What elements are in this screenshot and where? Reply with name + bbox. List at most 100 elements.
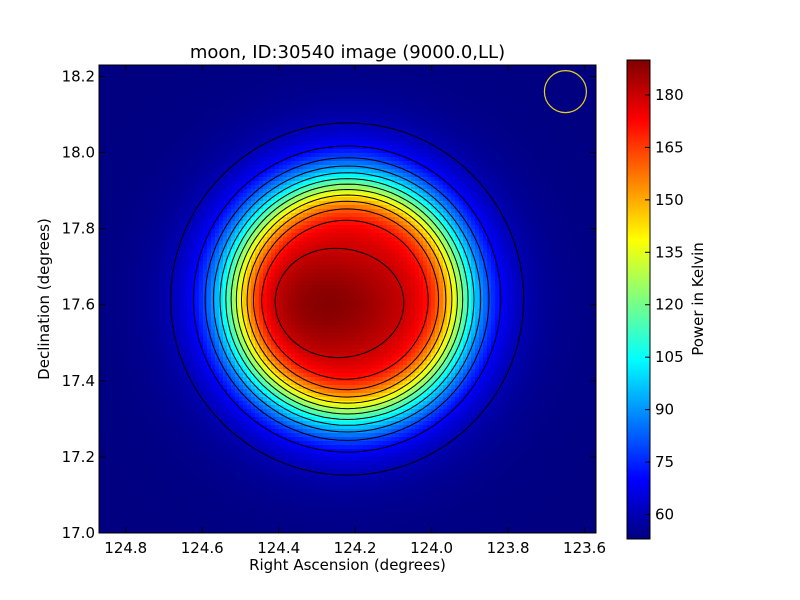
heatmap-cell <box>135 213 140 218</box>
heatmap-cell <box>503 149 508 154</box>
heatmap-cell <box>255 113 260 118</box>
heatmap-cell <box>191 213 196 218</box>
heatmap-cell <box>175 117 180 122</box>
heatmap-cell <box>523 133 528 138</box>
heatmap-cell <box>115 145 120 150</box>
heatmap-cell <box>235 109 240 114</box>
heatmap-cell <box>287 129 292 134</box>
heatmap-cell <box>359 197 364 202</box>
heatmap-cell <box>483 165 488 170</box>
heatmap-cell <box>463 97 468 102</box>
heatmap-cell <box>415 125 420 130</box>
heatmap-cell <box>231 109 236 114</box>
heatmap-cell <box>279 149 284 154</box>
heatmap-cell <box>407 89 412 94</box>
heatmap-cell <box>295 113 300 118</box>
heatmap-cell <box>191 117 196 122</box>
heatmap-cell <box>575 133 580 138</box>
heatmap-cell <box>167 97 172 102</box>
heatmap-cell <box>219 121 224 126</box>
heatmap-cell <box>447 97 452 102</box>
heatmap-cell <box>187 121 192 126</box>
heatmap-cell <box>347 145 352 150</box>
heatmap-cell <box>495 157 500 162</box>
heatmap-cell <box>191 157 196 162</box>
heatmap-cell <box>567 141 572 146</box>
heatmap-cell <box>151 221 156 226</box>
heatmap-cell <box>527 65 532 70</box>
heatmap-cell <box>251 141 256 146</box>
heatmap-cell <box>471 149 476 154</box>
heatmap-cell <box>207 149 212 154</box>
heatmap-cell <box>227 81 232 86</box>
heatmap-cell <box>475 105 480 110</box>
heatmap-cell <box>455 133 460 138</box>
heatmap-cell <box>139 137 144 142</box>
heatmap-cell <box>331 129 336 134</box>
heatmap-cell <box>243 81 248 86</box>
heatmap-cell <box>539 105 544 110</box>
heatmap-cell <box>291 133 296 138</box>
heatmap-cell <box>207 185 212 190</box>
heatmap-cell <box>295 145 300 150</box>
heatmap-cell <box>327 193 332 198</box>
heatmap-cell <box>591 85 596 90</box>
heatmap-cell <box>567 153 572 158</box>
heatmap-cell <box>507 185 512 190</box>
heatmap-cell <box>507 69 512 74</box>
heatmap-cell <box>539 197 544 202</box>
heatmap-cell <box>119 97 124 102</box>
heatmap-cell <box>383 117 388 122</box>
heatmap-cell <box>419 213 424 218</box>
heatmap-cell <box>415 145 420 150</box>
heatmap-cell <box>215 213 220 218</box>
heatmap-cell <box>119 193 124 198</box>
heatmap-cell <box>363 89 368 94</box>
heatmap-cell <box>419 221 424 226</box>
heatmap-cell <box>339 209 344 214</box>
heatmap-cell <box>139 73 144 78</box>
heatmap-cell <box>551 217 556 222</box>
heatmap-cell <box>355 97 360 102</box>
heatmap-cell <box>103 205 108 210</box>
heatmap-cell <box>171 65 176 70</box>
heatmap-cell <box>319 201 324 206</box>
heatmap-cell <box>223 113 228 118</box>
heatmap-cell <box>279 89 284 94</box>
heatmap-cell <box>551 65 556 70</box>
heatmap-cell <box>159 153 164 158</box>
heatmap-cell <box>443 137 448 142</box>
heatmap-cell <box>431 85 436 90</box>
heatmap-cell <box>523 105 528 110</box>
heatmap-cell <box>367 117 372 122</box>
heatmap-cell <box>359 201 364 206</box>
heatmap-cell <box>335 217 340 222</box>
heatmap-cell <box>459 221 464 226</box>
heatmap-cell <box>199 77 204 82</box>
heatmap-cell <box>503 73 508 78</box>
heatmap-cell <box>419 125 424 130</box>
heatmap-cell <box>183 125 188 130</box>
heatmap-cell <box>523 213 528 218</box>
heatmap-cell <box>471 93 476 98</box>
heatmap-cell <box>151 181 156 186</box>
heatmap-cell <box>535 121 540 126</box>
heatmap-cell <box>391 77 396 82</box>
heatmap-cell <box>423 221 428 226</box>
heatmap-cell <box>111 65 116 70</box>
heatmap-cell <box>195 149 200 154</box>
heatmap-cell <box>439 213 444 218</box>
heatmap-cell <box>271 169 276 174</box>
heatmap-cell <box>147 205 152 210</box>
heatmap-cell <box>435 85 440 90</box>
heatmap-cell <box>295 101 300 106</box>
heatmap-cell <box>483 101 488 106</box>
heatmap-cell <box>451 161 456 166</box>
heatmap-cell <box>275 221 280 226</box>
heatmap-cell <box>111 125 116 130</box>
heatmap-cell <box>427 217 432 222</box>
heatmap-cell <box>279 141 284 146</box>
heatmap-cell <box>203 69 208 74</box>
heatmap-cell <box>491 153 496 158</box>
heatmap-cell <box>403 129 408 134</box>
